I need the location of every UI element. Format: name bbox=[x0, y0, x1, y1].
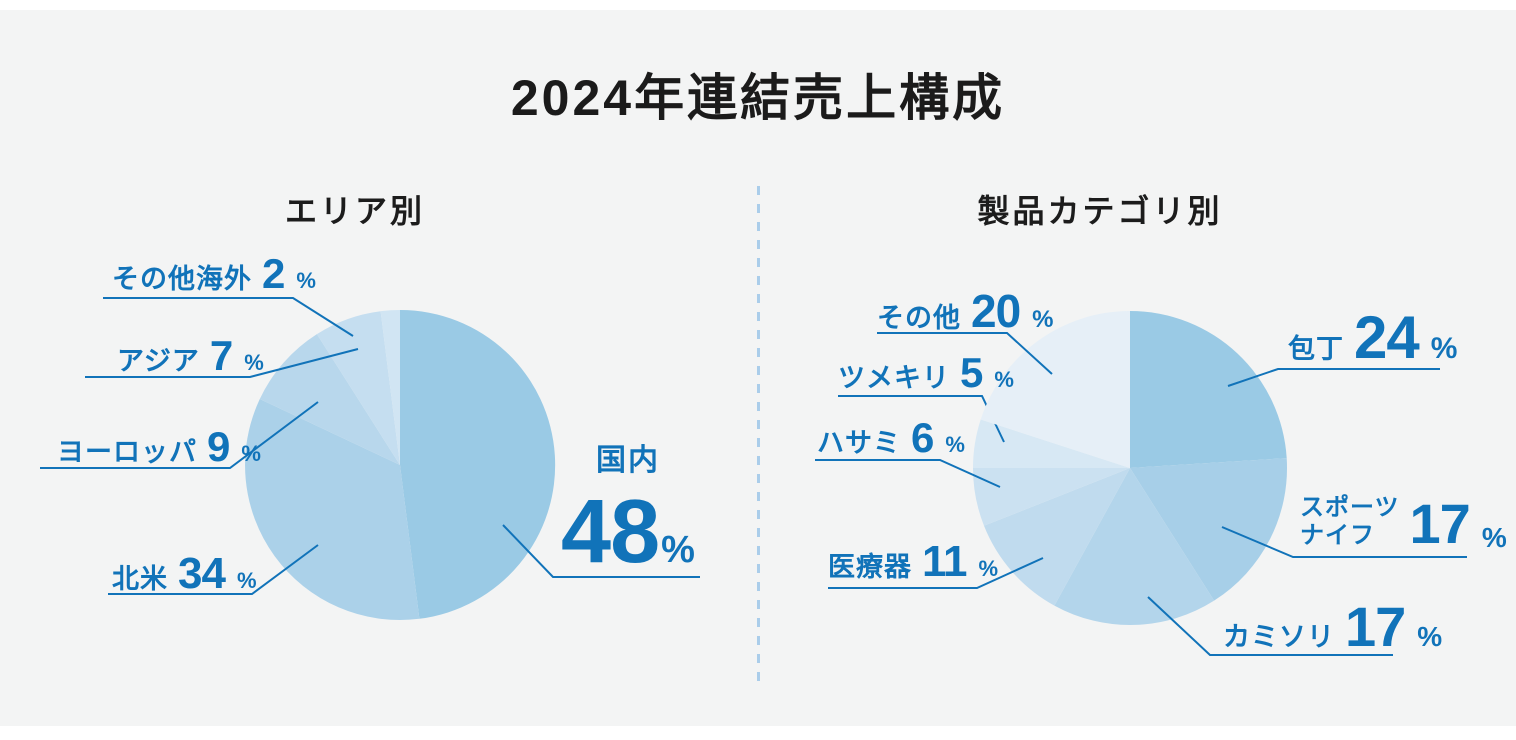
slice-label-unit: % bbox=[296, 268, 316, 293]
slice-label-unit: % bbox=[241, 441, 261, 466]
slice-label-text: スポーツ ナイフ bbox=[1300, 494, 1400, 549]
leader-line bbox=[502, 524, 700, 578]
slice-label-text: その他海外 bbox=[112, 264, 252, 294]
slice-label-value: 11 bbox=[922, 537, 968, 586]
slice-label-text: その他 bbox=[877, 303, 961, 333]
slice-label: その他海外 2% bbox=[112, 253, 316, 295]
pie-slice bbox=[1130, 311, 1287, 468]
slice-label-unit: % bbox=[244, 350, 264, 375]
pie-slice bbox=[400, 309, 556, 619]
leader-line bbox=[815, 459, 1001, 488]
dashed-section-divider bbox=[757, 186, 760, 682]
leader-line bbox=[828, 557, 1044, 589]
pie-slice bbox=[1054, 468, 1215, 626]
right-chart-title: 製品カテゴリ別 bbox=[977, 193, 1223, 229]
leader-line bbox=[108, 544, 319, 595]
leader-line bbox=[877, 332, 1053, 375]
pie-slice bbox=[973, 468, 1130, 526]
slice-label: 国内 48% bbox=[553, 444, 703, 577]
slice-label-value: 48 bbox=[561, 481, 660, 582]
slice-label-text: 包丁 bbox=[1288, 334, 1344, 364]
slice-label-value-row: 48% bbox=[561, 487, 695, 577]
left-chart-title: エリア別 bbox=[284, 193, 425, 229]
slice-label: その他 20% bbox=[877, 288, 1054, 334]
slice-label: 北米 34% bbox=[112, 552, 257, 596]
slice-label-value: 24 bbox=[1354, 304, 1420, 371]
slice-label-text: アジア bbox=[117, 346, 200, 376]
slice-label-text: ツメキリ bbox=[838, 363, 950, 393]
slice-label-unit: % bbox=[661, 528, 695, 571]
leader-line bbox=[1227, 368, 1440, 387]
slice-label-value: 6 bbox=[911, 414, 934, 461]
slice-label-text: ヨーロッパ bbox=[57, 437, 197, 467]
slice-label: アジア 7% bbox=[117, 335, 264, 377]
slice-label-unit: % bbox=[1481, 522, 1507, 554]
pie-slice bbox=[980, 311, 1130, 468]
slice-label-value: 9 bbox=[207, 423, 230, 470]
slice-label-value: 5 bbox=[960, 349, 983, 396]
slice-label: スポーツ ナイフ 17% bbox=[1300, 494, 1507, 552]
pie-slice bbox=[1130, 458, 1288, 601]
slice-label-text: 北米 bbox=[112, 564, 168, 594]
slice-label-unit: % bbox=[978, 556, 999, 581]
slice-label-value: 7 bbox=[209, 332, 233, 379]
slice-label-text: ハサミ bbox=[817, 428, 901, 458]
slice-label: ツメキリ 5% bbox=[838, 352, 1014, 394]
page-title: 2024年連結売上構成 bbox=[510, 70, 1006, 126]
slice-label-unit: % bbox=[1032, 306, 1054, 333]
leader-line bbox=[103, 297, 354, 337]
leader-line bbox=[1147, 596, 1393, 656]
slice-label-unit: % bbox=[1417, 621, 1443, 652]
slice-label-value: 2 bbox=[262, 250, 285, 297]
slice-label-unit: % bbox=[1430, 332, 1458, 365]
slice-label: 包丁 24% bbox=[1288, 308, 1457, 368]
pie-slice bbox=[984, 468, 1130, 606]
leader-line bbox=[838, 395, 1005, 443]
slice-label-unit: % bbox=[994, 367, 1014, 392]
slice-label-value: 17 bbox=[1345, 595, 1406, 658]
pie-slice bbox=[973, 419, 1130, 468]
pie-slice bbox=[245, 399, 420, 621]
slice-label-value: 17 bbox=[1409, 492, 1471, 556]
slice-label-unit: % bbox=[236, 568, 257, 593]
slice-label: 医療器 11% bbox=[828, 540, 998, 584]
pie-slice bbox=[259, 334, 400, 465]
pie-slice bbox=[316, 311, 400, 465]
leader-line bbox=[1221, 526, 1467, 558]
pie-slice bbox=[380, 309, 400, 465]
slice-label-value: 20 bbox=[971, 285, 1021, 337]
slice-label-unit: % bbox=[945, 432, 965, 457]
slice-label-text: カミソリ bbox=[1223, 622, 1335, 652]
slice-label: ヨーロッパ 9% bbox=[57, 426, 261, 468]
slice-label: ハサミ 6% bbox=[817, 417, 965, 459]
leader-line bbox=[40, 401, 319, 469]
slice-label-text: 医療器 bbox=[828, 552, 912, 582]
slice-label-value: 34 bbox=[178, 549, 226, 598]
slice-label-text: 国内 bbox=[596, 444, 660, 477]
leader-line bbox=[85, 348, 359, 378]
slice-label: カミソリ 17% bbox=[1223, 599, 1442, 655]
